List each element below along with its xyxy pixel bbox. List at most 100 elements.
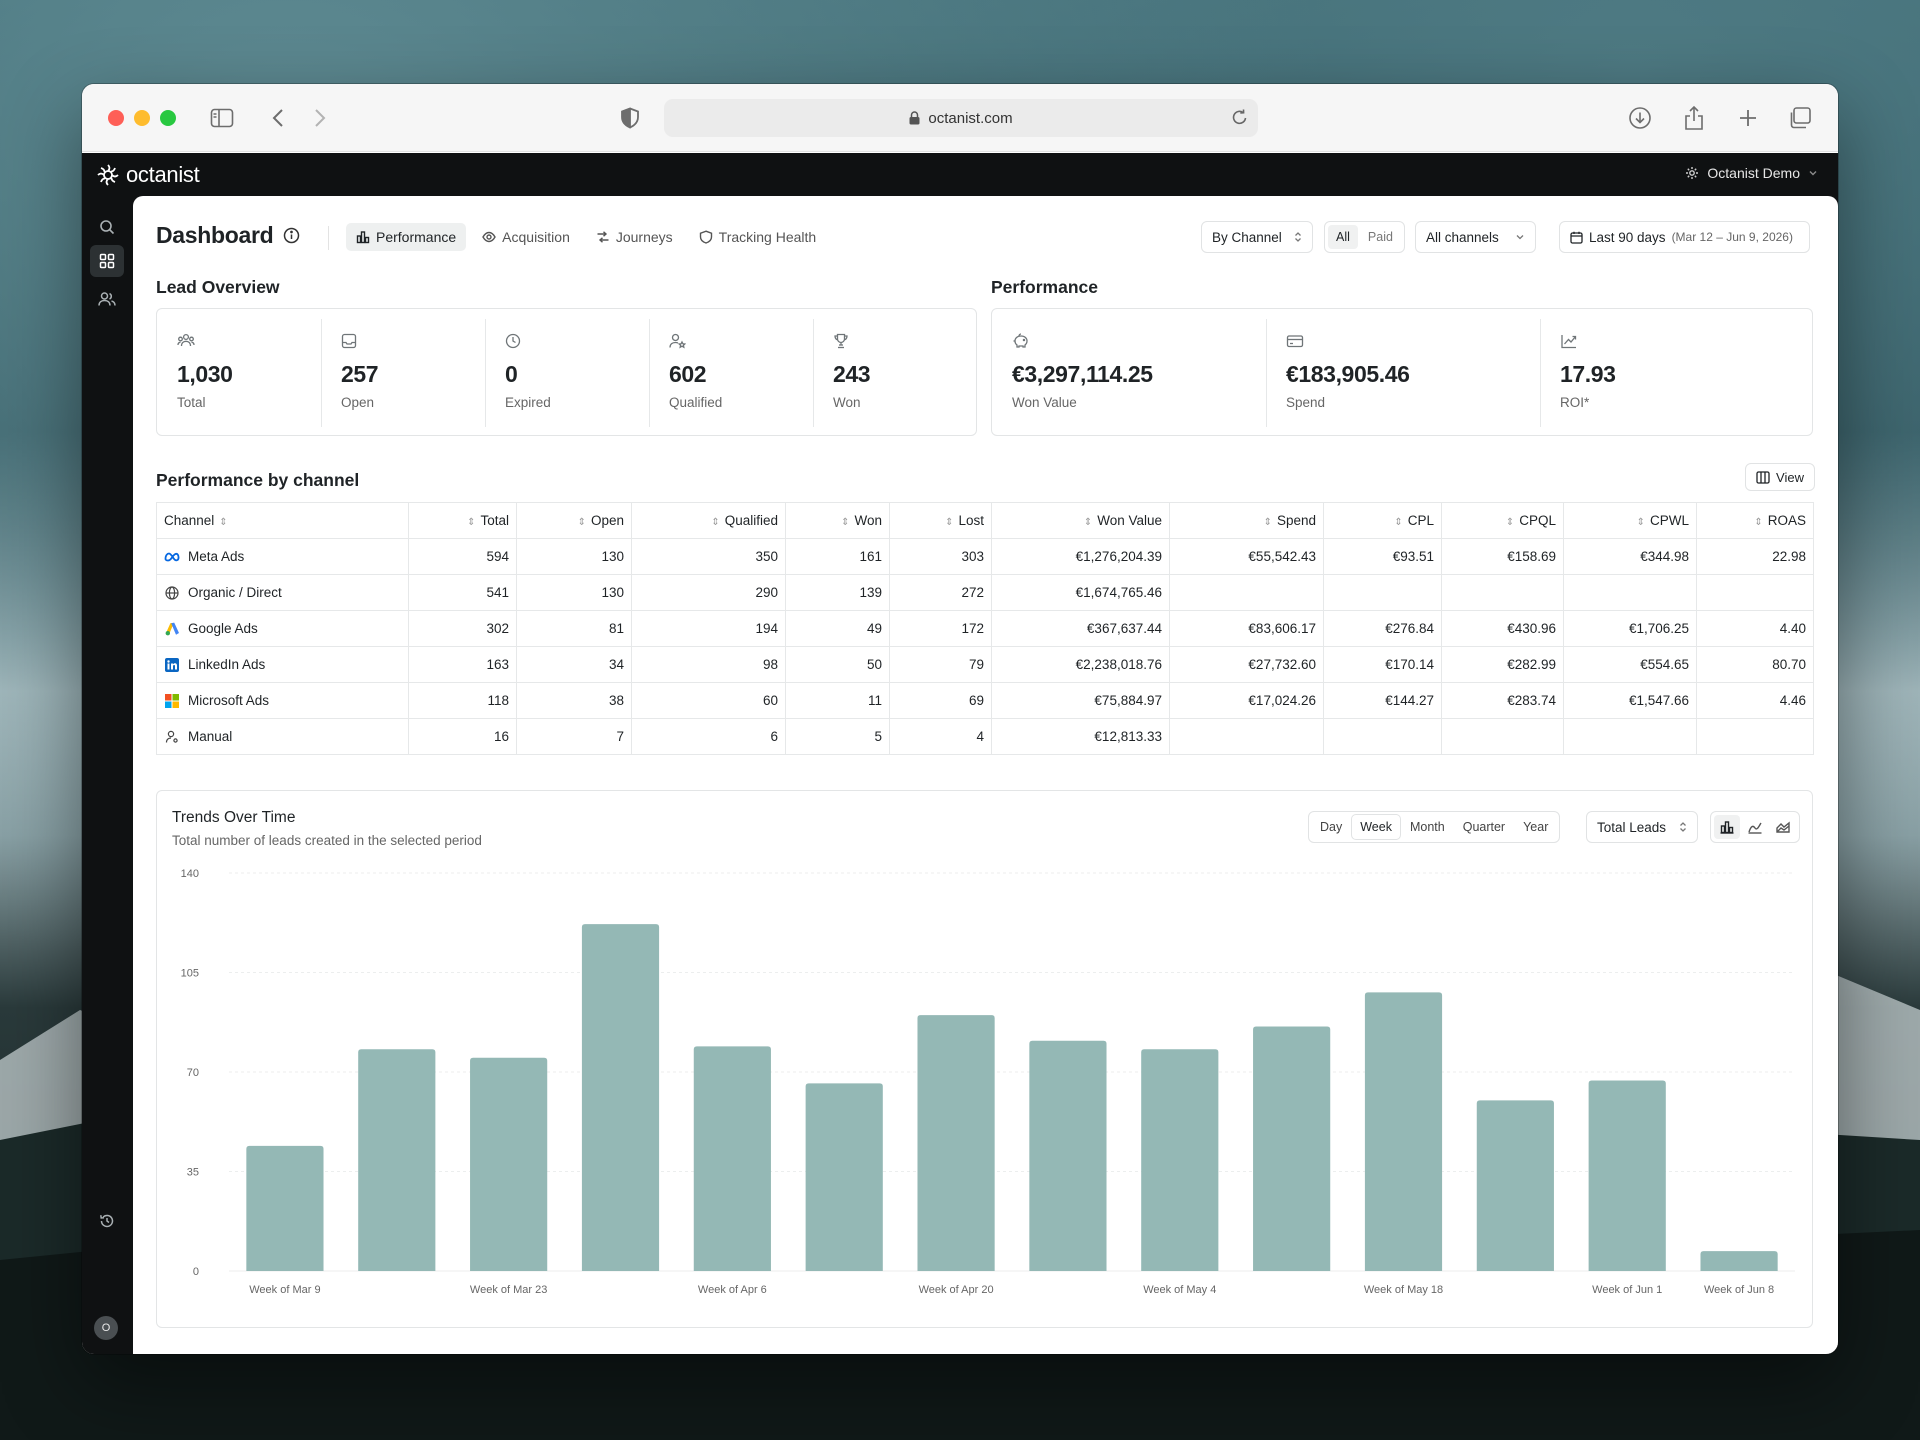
paid-filter-toggle: All Paid — [1324, 221, 1405, 253]
brand-logo[interactable]: octanist — [96, 162, 200, 188]
granularity-quarter[interactable]: Quarter — [1462, 820, 1506, 834]
back-icon[interactable] — [264, 104, 292, 132]
bar[interactable] — [246, 1145, 324, 1271]
address-bar[interactable]: octanist.com — [664, 99, 1258, 137]
tab-tracking-health[interactable]: Tracking Health — [689, 223, 827, 251]
stat-qualified-label: Qualified — [669, 395, 723, 410]
header-divider — [328, 226, 329, 250]
sort-icon: ⇕ — [1263, 517, 1272, 528]
table-cell-open: 38 — [516, 682, 632, 719]
bar[interactable] — [1364, 992, 1443, 1271]
minimize-window-button[interactable] — [134, 110, 150, 126]
stat-won-value-total: €3,297,114.25 Won Value — [992, 319, 1266, 427]
table-cell-won: 161 — [785, 538, 890, 575]
share-icon[interactable] — [1680, 104, 1708, 132]
date-range-picker[interactable]: Last 90 days (Mar 12 – Jun 9, 2026) — [1559, 221, 1810, 253]
new-tab-icon[interactable] — [1734, 104, 1762, 132]
bar[interactable] — [1029, 1040, 1107, 1271]
history-icon[interactable] — [90, 1205, 124, 1237]
bar[interactable] — [693, 1046, 771, 1271]
channels-select[interactable]: All channels — [1415, 221, 1536, 253]
updown-chevron-icon — [1294, 231, 1302, 243]
table-cell-qualified: 194 — [631, 610, 786, 647]
table-cell-won-value: €367,637.44 — [991, 610, 1170, 647]
stat-roi-label: ROI* — [1560, 395, 1590, 410]
clock-icon — [505, 333, 629, 351]
avatar[interactable]: O — [94, 1316, 118, 1340]
privacy-shield-icon[interactable] — [616, 104, 644, 132]
group-by-select[interactable]: By Channel — [1201, 221, 1313, 253]
bar[interactable] — [1476, 1100, 1554, 1271]
bar[interactable] — [1700, 1251, 1778, 1271]
bar[interactable] — [1141, 1049, 1219, 1271]
bar-chart-icon[interactable] — [1714, 815, 1740, 839]
stat-divider — [1266, 319, 1267, 427]
column-header-won[interactable]: ⇕ Won — [785, 502, 890, 539]
search-icon[interactable] — [90, 211, 124, 243]
chart-type-toggle — [1710, 811, 1800, 843]
bar[interactable] — [805, 1083, 883, 1271]
tab-overview-icon[interactable] — [1786, 104, 1814, 132]
column-header-open[interactable]: ⇕ Open — [516, 502, 632, 539]
view-columns-button[interactable]: View — [1745, 463, 1815, 491]
column-header-channel[interactable]: Channel ⇕ — [156, 502, 409, 539]
table-cell-total: 541 — [408, 574, 517, 611]
dashboard-header: Dashboard Performance Acquisition — [156, 220, 1815, 256]
bar[interactable] — [470, 1057, 548, 1271]
table-row[interactable]: Microsoft Ads 118 38 60 11 69 €75,884.97 €17,02… — [156, 682, 1814, 719]
user-icon — [164, 729, 180, 745]
close-window-button[interactable] — [108, 110, 124, 126]
granularity-month[interactable]: Month — [1409, 820, 1445, 834]
column-header-cpwl[interactable]: ⇕ CPWL — [1563, 502, 1697, 539]
segment-all[interactable]: All — [1328, 225, 1358, 249]
stat-won-value-label: Won Value — [1012, 395, 1077, 410]
bar[interactable] — [1588, 1080, 1666, 1271]
bar[interactable] — [358, 1049, 436, 1271]
granularity-week[interactable]: Week — [1352, 815, 1400, 839]
download-icon[interactable] — [1626, 104, 1654, 132]
zoom-window-button[interactable] — [160, 110, 176, 126]
line-chart-icon[interactable] — [1742, 815, 1768, 839]
granularity-day[interactable]: Day — [1320, 820, 1343, 834]
trophy-icon — [833, 333, 957, 351]
sort-icon: ⇕ — [1083, 517, 1093, 528]
channel-name: Manual — [188, 729, 233, 744]
table-row[interactable]: LinkedIn Ads 163 34 98 50 79 €2,238,018.76 €27,… — [156, 646, 1814, 683]
table-row[interactable]: Organic / Direct 541 130 290 139 272 €1,674,76… — [156, 574, 1814, 611]
segment-paid[interactable]: Paid — [1367, 230, 1393, 244]
sort-icon: ⇕ — [219, 517, 228, 528]
workspace-switcher[interactable]: Octanist Demo — [1685, 165, 1818, 181]
table-row[interactable]: Manual 16 7 6 5 4 €12,813.33 — [156, 718, 1814, 755]
column-header-spend[interactable]: ⇕ Spend — [1169, 502, 1324, 539]
granularity-year[interactable]: Year — [1523, 820, 1549, 834]
table-row[interactable]: Google Ads 302 81 194 49 172 €367,637.44 €83,60… — [156, 610, 1814, 647]
column-header-total[interactable]: ⇕ Total — [408, 502, 517, 539]
column-header-roas[interactable]: ⇕ ROAS — [1696, 502, 1814, 539]
metric-select[interactable]: Total Leads — [1586, 811, 1698, 843]
contacts-nav-icon[interactable] — [90, 283, 124, 315]
bar[interactable] — [581, 924, 660, 1271]
table-row[interactable]: Meta Ads 594 130 350 161 303 €1,276,204.39 €55,… — [156, 538, 1814, 575]
reload-icon[interactable] — [1231, 108, 1248, 126]
table-cell-cpl — [1323, 574, 1442, 611]
forward-icon[interactable] — [306, 104, 334, 132]
sidebar-toggle-icon[interactable] — [208, 104, 236, 132]
column-header-qualified[interactable]: ⇕ Qualified — [631, 502, 786, 539]
column-header-won-value[interactable]: ⇕ Won Value — [991, 502, 1170, 539]
bar[interactable] — [917, 1015, 995, 1271]
table-cell-roas — [1696, 574, 1814, 611]
bar[interactable] — [1253, 1026, 1331, 1271]
octanist-logo-icon — [97, 164, 119, 186]
column-header-cpql[interactable]: ⇕ CPQL — [1441, 502, 1564, 539]
page-title-text: Dashboard — [156, 222, 274, 248]
tab-journeys[interactable]: Journeys — [586, 223, 683, 251]
table-cell-lost: 4 — [889, 718, 992, 755]
column-header-lost[interactable]: ⇕ Lost — [889, 502, 992, 539]
tab-acquisition[interactable]: Acquisition — [472, 223, 580, 251]
table-cell-cpql: €158.69 — [1441, 538, 1564, 575]
dashboard-nav-icon[interactable] — [90, 245, 124, 277]
area-chart-icon[interactable] — [1770, 815, 1796, 839]
tab-performance[interactable]: Performance — [346, 223, 467, 251]
info-icon[interactable] — [283, 227, 300, 244]
column-header-cpl[interactable]: ⇕ CPL — [1323, 502, 1442, 539]
